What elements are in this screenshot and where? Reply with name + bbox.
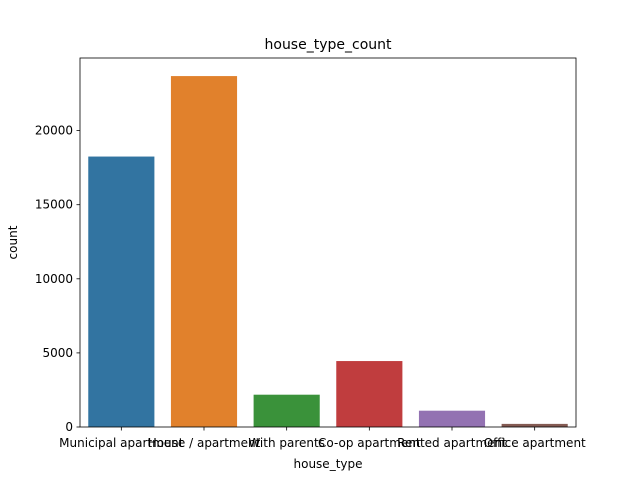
y-tick-label: 20000: [35, 124, 73, 138]
x-tick-label: Office apartment: [484, 436, 586, 450]
x-tick-label: Co-op apartment: [318, 436, 421, 450]
chart-title: house_type_count: [265, 37, 393, 53]
bar-1: [170, 76, 238, 427]
x-tick-label: Rented apartment: [397, 436, 507, 450]
plot-frame: [79, 57, 577, 428]
bar-4: [418, 410, 486, 427]
bar-0: [88, 156, 155, 427]
y-tick-label: 5000: [42, 346, 73, 360]
bar-5: [501, 423, 568, 427]
bars-group: [88, 76, 568, 427]
y-axis-label: count: [6, 225, 20, 259]
bar-3: [336, 361, 403, 427]
y-tick-label: 10000: [35, 272, 73, 286]
bar-2: [253, 394, 320, 427]
y-axis-ticks: 0 5000 10000 15000 20000: [35, 124, 80, 434]
y-tick-label: 15000: [35, 198, 73, 212]
x-tick-label: With parents: [248, 436, 325, 450]
x-tick-label: Municipal apartment: [59, 436, 184, 450]
x-axis-label: house_type: [294, 457, 363, 471]
x-tick-label: House / apartment: [148, 436, 261, 450]
y-tick-label: 0: [65, 420, 73, 434]
